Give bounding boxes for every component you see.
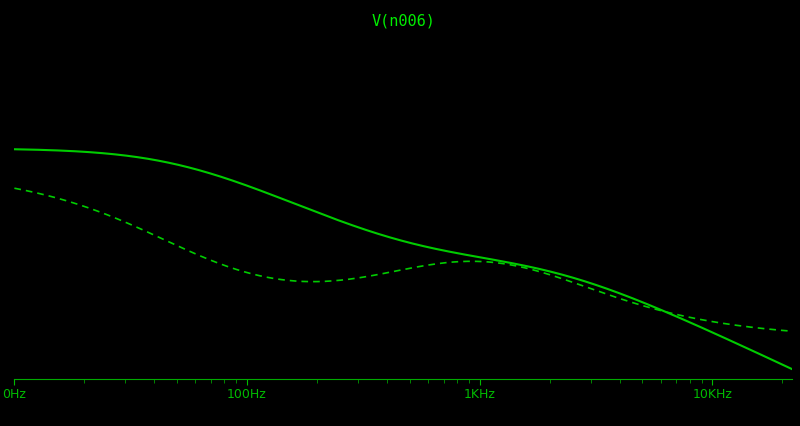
Title: V(n006): V(n006) <box>371 14 435 29</box>
